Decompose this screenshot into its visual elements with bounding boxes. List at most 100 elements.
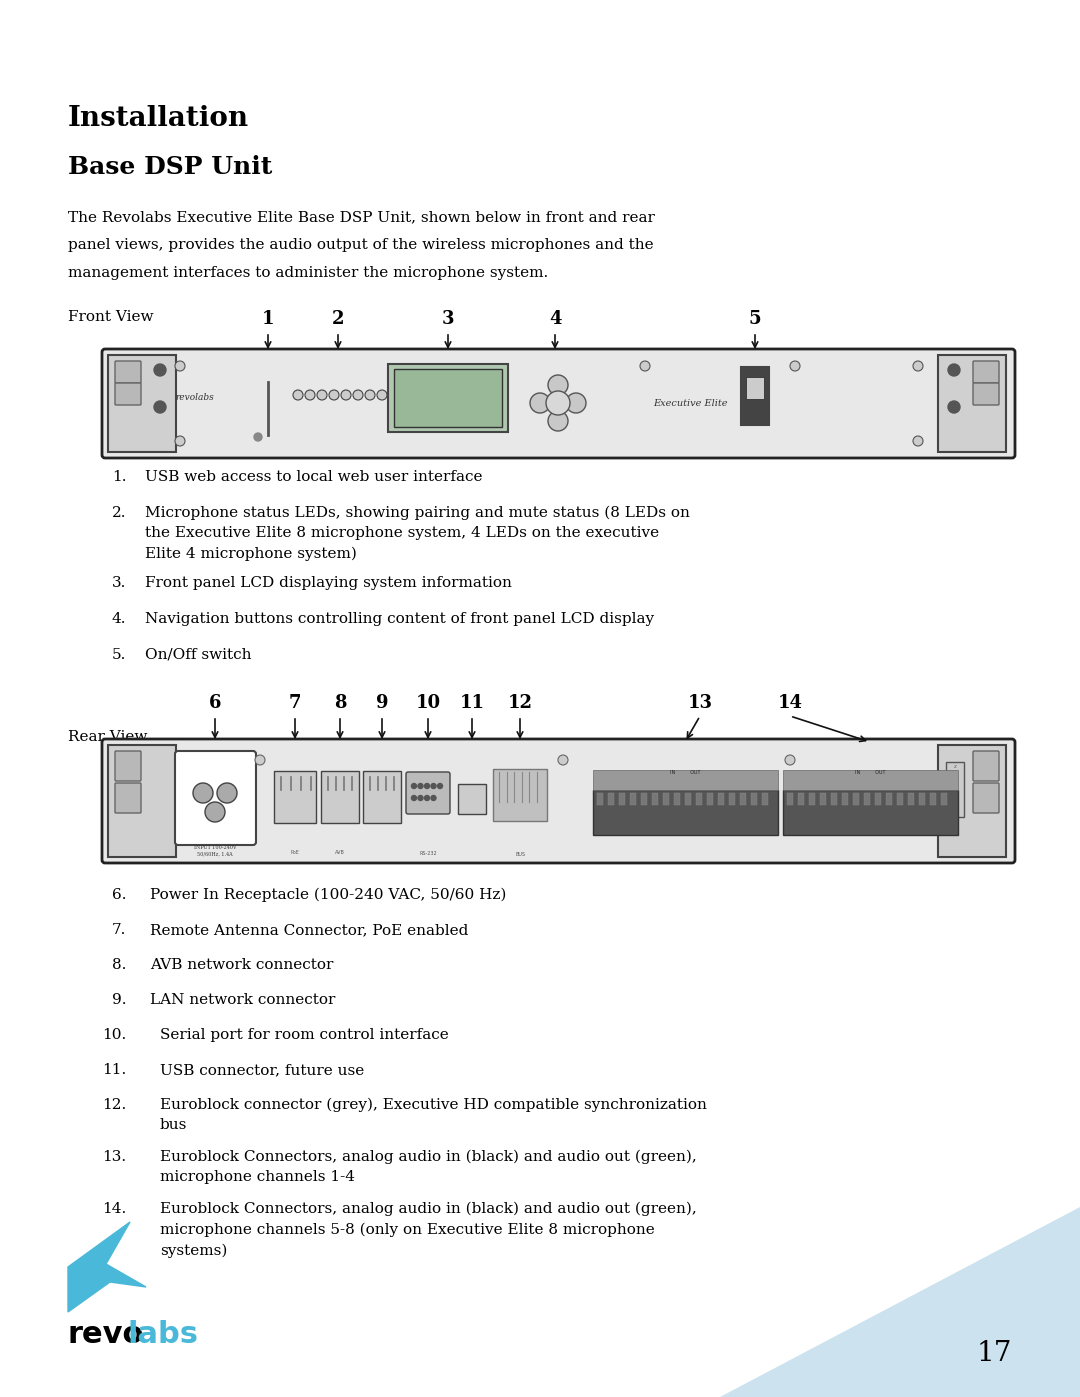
Circle shape bbox=[377, 390, 387, 400]
Text: IN          OUT: IN OUT bbox=[670, 770, 700, 775]
Circle shape bbox=[546, 391, 570, 415]
Bar bbox=[685, 793, 691, 805]
Circle shape bbox=[530, 393, 550, 414]
Text: INPUT 100-240V
50/60Hz, 1.4A: INPUT 100-240V 50/60Hz, 1.4A bbox=[193, 845, 237, 856]
Text: 7: 7 bbox=[288, 694, 301, 712]
Circle shape bbox=[205, 802, 225, 821]
Circle shape bbox=[418, 784, 423, 788]
FancyBboxPatch shape bbox=[783, 789, 958, 835]
Text: RS-232: RS-232 bbox=[419, 851, 436, 856]
FancyBboxPatch shape bbox=[973, 782, 999, 813]
Bar bbox=[897, 793, 903, 805]
Text: Serial port for room control interface: Serial port for room control interface bbox=[160, 1028, 449, 1042]
Circle shape bbox=[411, 784, 417, 788]
Text: Front panel LCD displaying system information: Front panel LCD displaying system inform… bbox=[145, 576, 512, 590]
Bar bbox=[458, 784, 486, 814]
Bar bbox=[593, 770, 778, 789]
Circle shape bbox=[341, 390, 351, 400]
Circle shape bbox=[424, 795, 430, 800]
Text: PoE: PoE bbox=[291, 849, 299, 855]
Bar bbox=[108, 745, 176, 856]
Text: USB web access to local web user interface: USB web access to local web user interfa… bbox=[145, 469, 483, 483]
FancyBboxPatch shape bbox=[114, 752, 141, 781]
Circle shape bbox=[548, 374, 568, 395]
Text: 6: 6 bbox=[208, 694, 221, 712]
Text: 6.: 6. bbox=[112, 888, 126, 902]
Bar bbox=[108, 355, 176, 453]
Bar bbox=[908, 793, 914, 805]
Circle shape bbox=[640, 360, 650, 372]
FancyBboxPatch shape bbox=[406, 773, 450, 814]
Circle shape bbox=[175, 436, 185, 446]
Text: Executive Elite: Executive Elite bbox=[652, 398, 727, 408]
Text: 2.: 2. bbox=[112, 506, 126, 520]
Circle shape bbox=[175, 360, 185, 372]
Text: 8.: 8. bbox=[112, 958, 126, 972]
Text: AVB network connector: AVB network connector bbox=[150, 958, 334, 972]
Text: 13: 13 bbox=[688, 694, 713, 712]
Text: BUS: BUS bbox=[515, 852, 525, 856]
Text: 5: 5 bbox=[748, 310, 761, 328]
Bar bbox=[930, 793, 936, 805]
Bar bbox=[707, 793, 713, 805]
Circle shape bbox=[318, 390, 327, 400]
FancyBboxPatch shape bbox=[973, 752, 999, 781]
Bar bbox=[783, 770, 958, 789]
Bar bbox=[853, 793, 859, 805]
Bar bbox=[652, 793, 658, 805]
Circle shape bbox=[217, 782, 237, 803]
Circle shape bbox=[329, 390, 339, 400]
Text: Installation: Installation bbox=[68, 105, 249, 131]
Circle shape bbox=[913, 360, 923, 372]
Circle shape bbox=[154, 365, 166, 376]
Bar bbox=[939, 355, 1005, 453]
FancyBboxPatch shape bbox=[593, 789, 778, 835]
FancyBboxPatch shape bbox=[114, 782, 141, 813]
Circle shape bbox=[305, 390, 315, 400]
Circle shape bbox=[566, 393, 586, 414]
Text: The Revolabs Executive Elite Base DSP Unit, shown below in front and rear: The Revolabs Executive Elite Base DSP Un… bbox=[68, 210, 654, 224]
Circle shape bbox=[548, 411, 568, 432]
Circle shape bbox=[193, 782, 213, 803]
Circle shape bbox=[431, 784, 436, 788]
Text: 1: 1 bbox=[261, 310, 274, 328]
Circle shape bbox=[789, 360, 800, 372]
Text: 14.: 14. bbox=[102, 1201, 126, 1215]
Bar bbox=[608, 793, 615, 805]
Bar bbox=[630, 793, 636, 805]
Text: Microphone status LEDs, showing pairing and mute status (8 LEDs on
the Executive: Microphone status LEDs, showing pairing … bbox=[145, 506, 690, 562]
Bar bbox=[642, 793, 647, 805]
Text: 1.: 1. bbox=[112, 469, 126, 483]
Text: Base DSP Unit: Base DSP Unit bbox=[68, 155, 272, 179]
Bar bbox=[394, 369, 502, 427]
Bar bbox=[619, 793, 625, 805]
Text: Front View: Front View bbox=[68, 310, 153, 324]
Text: 3.: 3. bbox=[112, 576, 126, 590]
Bar bbox=[663, 793, 669, 805]
FancyBboxPatch shape bbox=[321, 771, 359, 823]
Circle shape bbox=[948, 365, 960, 376]
Text: 12: 12 bbox=[508, 694, 532, 712]
Text: 13.: 13. bbox=[102, 1150, 126, 1164]
Bar bbox=[919, 793, 924, 805]
Text: Euroblock Connectors, analog audio in (black) and audio out (green),
microphone : Euroblock Connectors, analog audio in (b… bbox=[160, 1201, 697, 1257]
Text: 10: 10 bbox=[416, 694, 441, 712]
Text: 4: 4 bbox=[549, 310, 562, 328]
Polygon shape bbox=[68, 1222, 146, 1312]
Text: Euroblock connector (grey), Executive HD compatible synchronization
bus: Euroblock connector (grey), Executive HD… bbox=[160, 1098, 707, 1133]
Text: Euroblock Connectors, analog audio in (black) and audio out (green),
microphone : Euroblock Connectors, analog audio in (b… bbox=[160, 1150, 697, 1185]
FancyBboxPatch shape bbox=[274, 771, 316, 823]
Bar bbox=[831, 793, 837, 805]
Text: Rear View: Rear View bbox=[68, 731, 147, 745]
Bar bbox=[762, 793, 768, 805]
Text: Power In Receptacle (100-240 VAC, 50/60 Hz): Power In Receptacle (100-240 VAC, 50/60 … bbox=[150, 888, 507, 902]
Circle shape bbox=[255, 754, 265, 766]
Polygon shape bbox=[720, 1207, 1080, 1397]
Bar bbox=[820, 793, 826, 805]
Text: revolabs: revolabs bbox=[176, 394, 214, 402]
Bar bbox=[798, 793, 804, 805]
Text: labs: labs bbox=[129, 1320, 199, 1350]
Text: z: z bbox=[954, 764, 957, 768]
Bar bbox=[886, 793, 892, 805]
Circle shape bbox=[293, 390, 303, 400]
